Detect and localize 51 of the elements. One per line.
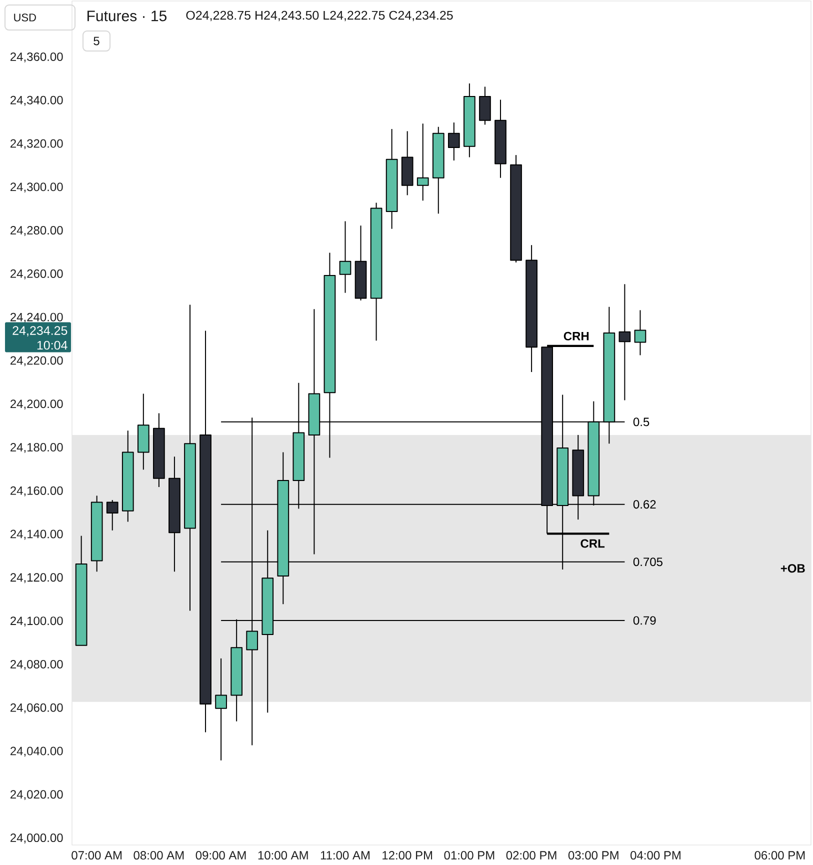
y-tick-label: 24,100.00 <box>10 616 63 626</box>
y-tick-label: 24,040.00 <box>10 746 63 757</box>
x-tick-label: 06:00 PM <box>754 851 805 860</box>
x-tick-label: 03:00 PM <box>568 851 618 860</box>
annotation: 5 <box>94 36 100 46</box>
y-tick-label: 24,180.00 <box>10 443 63 453</box>
y-tick-label: 24,320.00 <box>10 139 63 150</box>
series-label: CRL <box>580 539 605 548</box>
y-tick-label: 24,360.00 <box>10 52 63 62</box>
x-tick-label: 10:00 AM <box>258 851 308 860</box>
y-tick-label: 24,200.00 <box>10 400 63 410</box>
candlestick <box>106 500 118 531</box>
candlestick <box>479 86 491 126</box>
band-label: +OB <box>780 564 805 573</box>
y-tick-label: 24,020.00 <box>10 790 63 800</box>
y-tick-label: 24,000.00 <box>10 834 63 844</box>
x-tick-label: 01:00 PM <box>444 851 494 860</box>
text: O24,228.75 H24,243.50 L24,222.75 C24,234.25 <box>186 10 453 22</box>
candlestick <box>339 220 352 294</box>
candlestick <box>448 122 460 161</box>
y-tick-label: 24,140.00 <box>10 530 63 540</box>
y-tick-label: 24,220.00 <box>10 356 63 366</box>
y-tick-label: 24,160.00 <box>10 486 63 496</box>
y-tick-label: 24,300.00 <box>10 182 63 193</box>
x-tick-label: 08:00 AM <box>134 851 184 860</box>
y-tick-label: 24,120.00 <box>10 573 63 584</box>
y-tick-label: 24,240.00 <box>10 312 63 323</box>
y-tick-label: 24,340.00 <box>10 96 63 106</box>
y-tick-label: 24,080.00 <box>10 660 63 670</box>
y-tick-label: 24,260.00 <box>10 269 63 280</box>
x-tick-label: 09:00 AM <box>196 851 246 860</box>
x-tick-label: 04:00 PM <box>630 851 680 860</box>
candlestick <box>618 284 631 401</box>
candlestick <box>634 310 646 356</box>
series-label: 0.79 <box>633 616 656 625</box>
x-tick-label: 02:00 PM <box>506 851 556 860</box>
series-label: 0.62 <box>633 500 656 509</box>
text: Futures · 15 <box>88 10 166 22</box>
text: 10:04 <box>37 340 68 350</box>
series-label: CRH <box>564 332 589 340</box>
series-label: 0.5 <box>633 418 650 426</box>
text: USD <box>14 14 36 22</box>
candlestick <box>416 123 429 202</box>
x-tick-label: 07:00 AM <box>72 851 122 860</box>
y-tick-label: 24,060.00 <box>10 703 63 714</box>
x-tick-label: 11:00 AM <box>320 851 370 860</box>
x-tick-label: 12:00 PM <box>382 851 432 860</box>
series-label: 0.705 <box>633 558 662 566</box>
y-tick-label: 24,280.00 <box>10 226 63 236</box>
text: 24,234.25 <box>12 326 68 336</box>
candlestick <box>215 658 227 761</box>
